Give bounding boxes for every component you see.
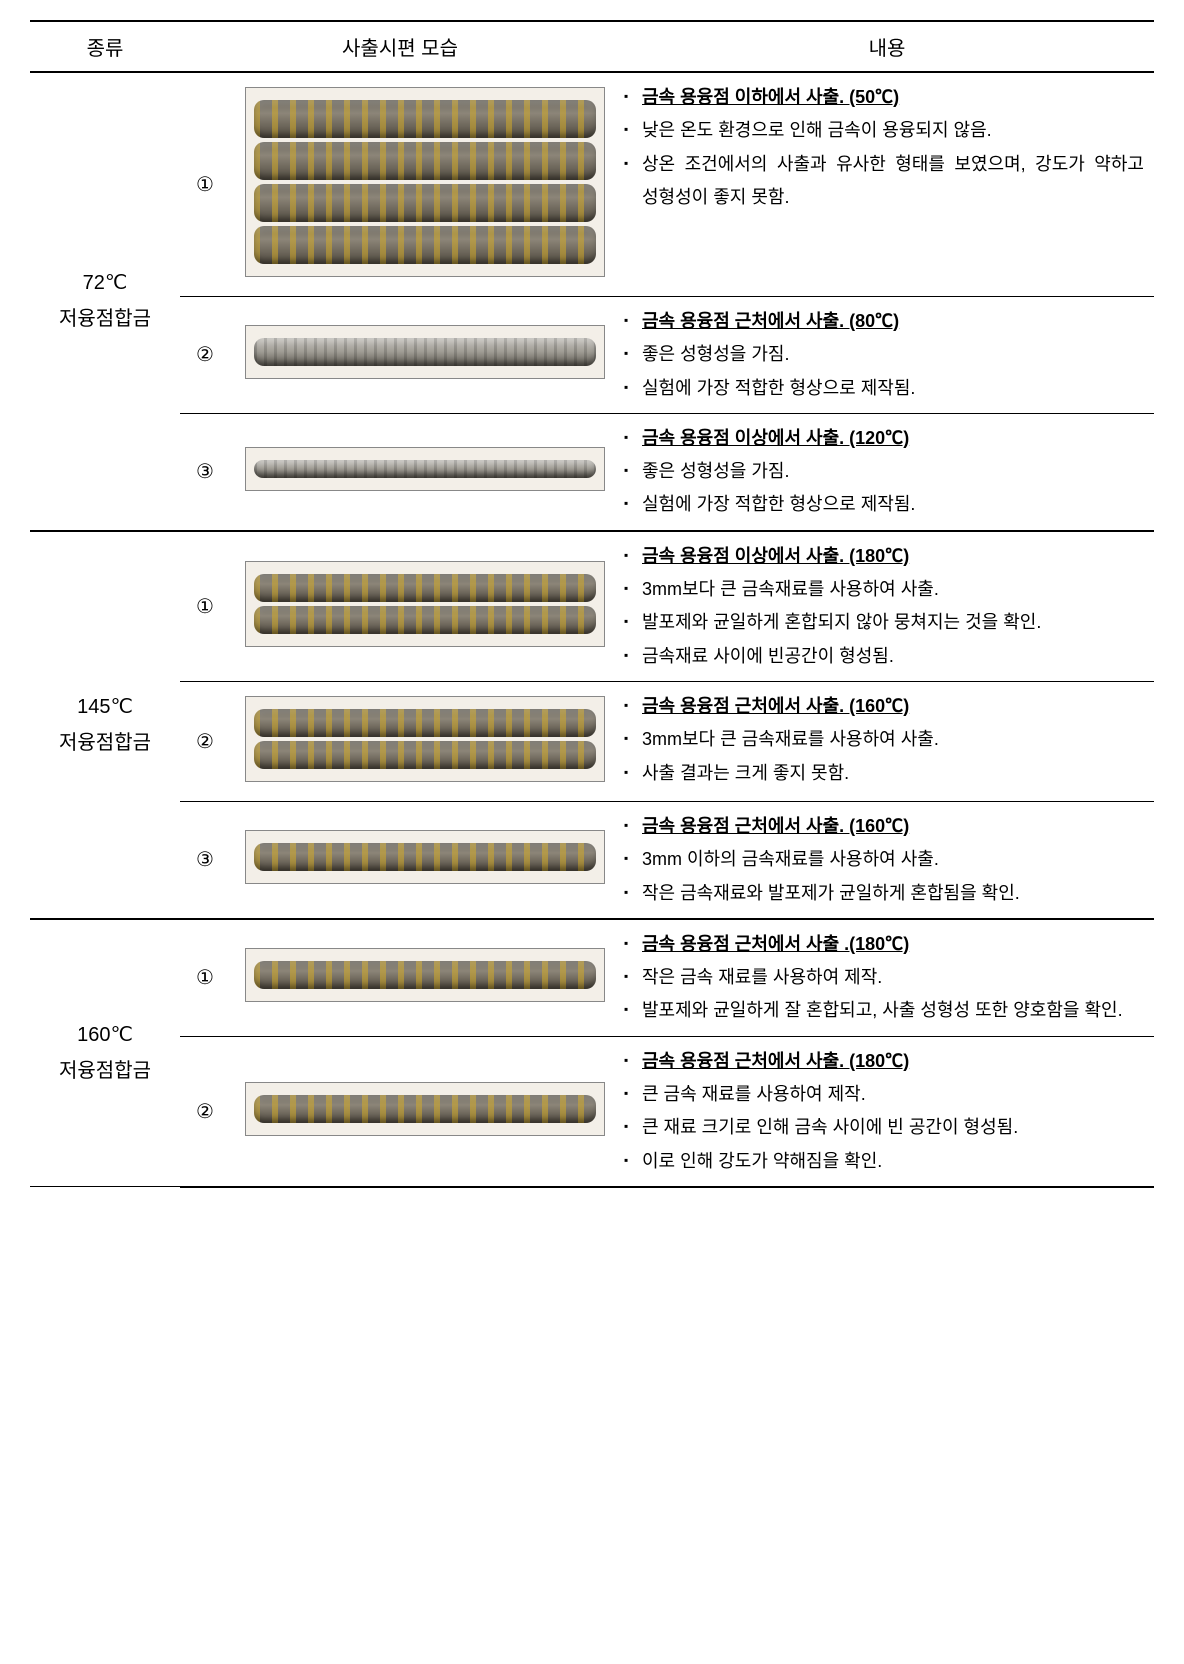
specimen-cell xyxy=(230,1036,620,1187)
specimen-photo xyxy=(245,87,605,277)
table-row: 72℃저융점합금①금속 용융점 이하에서 사출. (50℃)낮은 온도 환경으로… xyxy=(30,72,1154,297)
specimen-cell xyxy=(230,72,620,297)
description-cell: 금속 용융점 근처에서 사출. (160℃) 3mm 이하의 금속재료를 사용하여… xyxy=(620,801,1154,918)
description-item: 작은 금속 재료를 사용하여 제작. xyxy=(624,961,1144,994)
specimen-cell xyxy=(230,531,620,682)
header-row: 종류 사출시편 모습 내용 xyxy=(30,21,1154,72)
description-item: 3mm보다 큰 금속재료를 사용하여 사출. xyxy=(624,723,1144,756)
description-item: 금속 용융점 근처에서 사출. (160℃) xyxy=(624,690,1144,723)
description-item: 금속 용융점 이하에서 사출. (50℃) xyxy=(624,81,1144,114)
description-item: 발포제와 균일하게 잘 혼합되고, 사출 성형성 또한 양호함을 확인. xyxy=(624,994,1144,1027)
col-desc: 내용 xyxy=(620,21,1154,72)
description-cell: 금속 용융점 근처에서 사출 .(180℃) 작은 금속 재료를 사용하여 제작.… xyxy=(620,919,1154,1036)
specimen-cell xyxy=(230,413,620,530)
description-item: 실험에 가장 적합한 형상으로 제작됨. xyxy=(624,372,1144,405)
sample-number: ① xyxy=(180,72,230,297)
description-item: 큰 재료 크기로 인해 금속 사이에 빈 공간이 형성됨. xyxy=(624,1111,1144,1144)
description-heading: 금속 용융점 근처에서 사출. (160℃) xyxy=(642,696,909,716)
specimen-photo xyxy=(245,1082,605,1136)
col-photo: 사출시편 모습 xyxy=(180,21,620,72)
description-item: 실험에 가장 적합한 형상으로 제작됨. xyxy=(624,488,1144,521)
description-item: 작은 금속재료와 발포제가 균일하게 혼합됨을 확인. xyxy=(624,877,1144,910)
table-row: ② 금속 용융점 근처에서 사출. (180℃) 큰 금속 재료를 사용하여 제작.… xyxy=(30,1036,1154,1187)
specimen-cell xyxy=(230,681,620,801)
category-cell: 160℃저융점합금 xyxy=(30,919,180,1187)
table-row: 160℃저융점합금①금속 용융점 근처에서 사출 .(180℃)작은 금속 재료… xyxy=(30,919,1154,1036)
description-item: 좋은 성형성을 가짐. xyxy=(624,338,1144,371)
description-item: 3mm 이하의 금속재료를 사용하여 사출. xyxy=(624,843,1144,876)
description-item: 금속 용융점 이상에서 사출. (120℃) xyxy=(624,422,1144,455)
description-item: 금속재료 사이에 빈공간이 형성됨. xyxy=(624,640,1144,673)
specimen-cell xyxy=(230,801,620,918)
description-list: 금속 용융점 근처에서 사출 .(180℃) 작은 금속 재료를 사용하여 제작.… xyxy=(624,928,1144,1028)
col-type: 종류 xyxy=(30,21,180,72)
description-list: 금속 용융점 근처에서 사출. (160℃) 3mm 이하의 금속재료를 사용하여… xyxy=(624,810,1144,910)
specimen-cell xyxy=(230,297,620,414)
description-item: 3mm보다 큰 금속재료를 사용하여 사출. xyxy=(624,573,1144,606)
description-item: 금속 용융점 이상에서 사출. (180℃) xyxy=(624,540,1144,573)
description-cell: 금속 용융점 이하에서 사출. (50℃) 낮은 온도 환경으로 인해 금속이 용… xyxy=(620,72,1154,297)
description-item: 금속 용융점 근처에서 사출 .(180℃) xyxy=(624,928,1144,961)
description-cell: 금속 용융점 이상에서 사출. (180℃) 3mm보다 큰 금속재료를 사용하여… xyxy=(620,531,1154,682)
specimen-photo xyxy=(245,447,605,491)
description-list: 금속 용융점 근처에서 사출. (80℃) 좋은 성형성을 가짐.실험에 가장 적… xyxy=(624,305,1144,405)
description-cell: 금속 용융점 근처에서 사출. (180℃) 큰 금속 재료를 사용하여 제작.큰… xyxy=(620,1036,1154,1187)
description-item: 상온 조건에서의 사출과 유사한 형태를 보였으며, 강도가 약하고 성형성이 … xyxy=(624,148,1144,215)
description-list: 금속 용융점 근처에서 사출. (160℃) 3mm보다 큰 금속재료를 사용하여… xyxy=(624,690,1144,790)
table-row: 145℃저융점합금①금속 용융점 이상에서 사출. (180℃)3mm보다 큰 … xyxy=(30,531,1154,682)
description-item: 금속 용융점 근처에서 사출. (160℃) xyxy=(624,810,1144,843)
description-heading: 금속 용융점 근처에서 사출. (160℃) xyxy=(642,816,909,836)
specimen-photo xyxy=(245,948,605,1002)
description-cell: 금속 용융점 이상에서 사출. (120℃) 좋은 성형성을 가짐.실험에 가장 … xyxy=(620,413,1154,530)
description-item: 금속 용융점 근처에서 사출. (80℃) xyxy=(624,305,1144,338)
specimen-cell xyxy=(230,919,620,1036)
specimen-table: 종류 사출시편 모습 내용 72℃저융점합금①금속 용융점 이하에서 사출. (… xyxy=(30,20,1154,1188)
specimen-photo xyxy=(245,830,605,884)
category-cell: 72℃저융점합금 xyxy=(30,72,180,531)
table-row: ② 금속 용융점 근처에서 사출. (80℃) 좋은 성형성을 가짐.실험에 가장 … xyxy=(30,297,1154,414)
description-cell: 금속 용융점 근처에서 사출. (160℃) 3mm보다 큰 금속재료를 사용하여… xyxy=(620,681,1154,801)
description-item: 발포제와 균일하게 혼합되지 않아 뭉쳐지는 것을 확인. xyxy=(624,606,1144,639)
sample-number: ② xyxy=(180,297,230,414)
sample-number: ③ xyxy=(180,413,230,530)
description-list: 금속 용융점 근처에서 사출. (180℃) 큰 금속 재료를 사용하여 제작.큰… xyxy=(624,1045,1144,1178)
description-heading: 금속 용융점 근처에서 사출 .(180℃) xyxy=(642,934,909,954)
table-row: ③ 금속 용융점 근처에서 사출. (160℃) 3mm 이하의 금속재료를 사용하… xyxy=(30,801,1154,918)
description-list: 금속 용융점 이상에서 사출. (180℃) 3mm보다 큰 금속재료를 사용하여… xyxy=(624,540,1144,673)
description-heading: 금속 용융점 이상에서 사출. (120℃) xyxy=(642,428,909,448)
description-heading: 금속 용융점 근처에서 사출. (80℃) xyxy=(642,311,899,331)
description-item: 좋은 성형성을 가짐. xyxy=(624,455,1144,488)
description-heading: 금속 용융점 이하에서 사출. (50℃) xyxy=(642,87,899,107)
description-list: 금속 용융점 이상에서 사출. (120℃) 좋은 성형성을 가짐.실험에 가장 … xyxy=(624,422,1144,522)
description-item: 큰 금속 재료를 사용하여 제작. xyxy=(624,1078,1144,1111)
sample-number: ② xyxy=(180,681,230,801)
specimen-photo xyxy=(245,325,605,379)
sample-number: ③ xyxy=(180,801,230,918)
specimen-photo xyxy=(245,561,605,647)
table-row: ② 금속 용융점 근처에서 사출. (160℃) 3mm보다 큰 금속재료를 사용하… xyxy=(30,681,1154,801)
sample-number: ② xyxy=(180,1036,230,1187)
table-row: ③ 금속 용융점 이상에서 사출. (120℃) 좋은 성형성을 가짐.실험에 가장… xyxy=(30,413,1154,530)
category-cell: 145℃저융점합금 xyxy=(30,531,180,919)
description-item: 사출 결과는 크게 좋지 못함. xyxy=(624,757,1144,790)
description-item: 이로 인해 강도가 약해짐을 확인. xyxy=(624,1145,1144,1178)
specimen-photo xyxy=(245,696,605,782)
sample-number: ① xyxy=(180,531,230,682)
description-list: 금속 용융점 이하에서 사출. (50℃) 낮은 온도 환경으로 인해 금속이 용… xyxy=(624,81,1144,214)
sample-number: ① xyxy=(180,919,230,1036)
description-cell: 금속 용융점 근처에서 사출. (80℃) 좋은 성형성을 가짐.실험에 가장 적… xyxy=(620,297,1154,414)
description-heading: 금속 용융점 이상에서 사출. (180℃) xyxy=(642,546,909,566)
description-item: 낮은 온도 환경으로 인해 금속이 용융되지 않음. xyxy=(624,114,1144,147)
description-heading: 금속 용융점 근처에서 사출. (180℃) xyxy=(642,1051,909,1071)
description-item: 금속 용융점 근처에서 사출. (180℃) xyxy=(624,1045,1144,1078)
